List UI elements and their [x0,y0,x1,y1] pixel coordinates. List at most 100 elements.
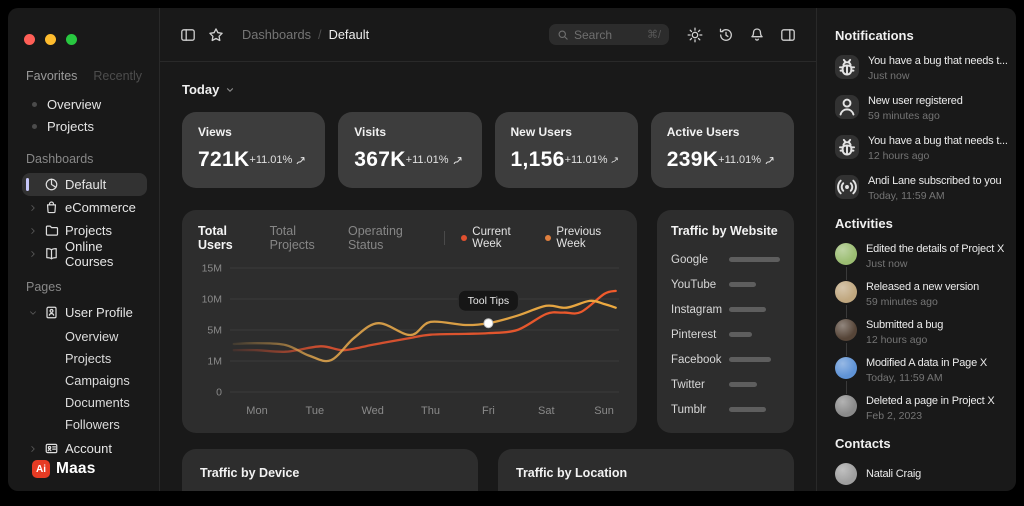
zoom-window-button[interactable] [66,34,77,45]
logo-badge: Ai [32,460,50,478]
minimize-window-button[interactable] [45,34,56,45]
search-input[interactable] [574,27,642,42]
card-title: Traffic by Website [671,224,778,238]
activity-item[interactable]: Submitted a bug 12 hours ago [835,319,1016,356]
activity-title: Edited the details of Project X [866,243,1005,255]
folder-icon [45,225,59,236]
tab-total-projects[interactable]: Total Projects [269,224,315,252]
tab-recently[interactable]: Recently [93,69,143,83]
activity-time: 59 minutes ago [866,296,938,308]
id-card-icon [46,306,57,319]
search-box[interactable]: ⌘/ [549,24,669,45]
svg-text:5M: 5M [207,325,222,337]
svg-text:Tool Tips: Tool Tips [468,295,509,307]
line-chart[interactable]: 0 1M 5M 10M 15M Mon Tue Wed Thu Fri Sat Sun Tool Tip… [198,252,621,429]
website-row-tumblr: Tumblr [671,397,780,422]
website-row-youtube: YouTube [671,272,780,297]
period-selector[interactable]: Today [182,82,235,97]
card-title: Traffic by Device [200,466,300,480]
notification-item[interactable]: New user registered 59 minutes ago [835,95,1016,122]
previous-week-dot [545,235,552,241]
activity-title: Deleted a page in Project X [866,395,995,407]
activity-item[interactable]: Modified A data in Page X Today, 11:59 AM [835,357,1016,394]
stat-card-active-users[interactable]: Active Users 239K +11.01% [650,112,794,188]
tab-favorites[interactable]: Favorites [26,69,78,83]
bug-icon [838,138,856,156]
avatar [835,463,857,485]
activity-item[interactable]: Released a new version 59 minutes ago [835,281,1016,318]
stat-delta: +11.01% [565,154,622,166]
card-title: Traffic by Location [516,466,628,480]
app-logo: Ai Maas [22,460,147,478]
chevron-right-icon [31,204,35,211]
history-icon[interactable] [718,27,734,43]
breadcrumb-separator: / [318,27,322,42]
contacts-list: Natali Craig [835,463,1016,485]
notification-item[interactable]: You have a bug that needs t... 12 hours a… [835,135,1016,162]
breadcrumb-page[interactable]: Default [328,27,370,42]
notification-time: 12 hours ago [868,150,930,162]
main-column: Dashboards / Default ⌘/ [160,8,816,491]
sidebar-subitem-followers[interactable]: Followers [65,416,120,432]
traffic-bar [729,307,767,312]
svg-text:Thu: Thu [421,405,440,417]
bullet-dot-icon [32,101,37,107]
svg-text:0: 0 [216,387,222,399]
sidebar-item-overview[interactable]: Overview [22,93,147,115]
sidebar-item-projects[interactable]: Projects [22,115,147,137]
stat-card-views[interactable]: Views 721K +11.01% [182,112,326,188]
stat-value: 367K [354,148,406,171]
activity-item[interactable]: Edited the details of Project X Just now [835,243,1016,280]
svg-text:Mon: Mon [246,405,267,417]
trend-up-icon [297,156,305,164]
sidebar-subitem-campaigns[interactable]: Campaigns [65,372,130,388]
sidebar-item-projects[interactable]: Projects [22,219,147,242]
stat-card-new-users[interactable]: New Users 1,156 +11.01% [494,112,638,188]
notification-item[interactable]: You have a bug that needs t... Just now [835,55,1016,82]
website-row-pinterest: Pinterest [671,322,780,347]
sidebar-item-account[interactable]: Account [22,437,147,460]
sidebar-item-ecommerce[interactable]: eCommerce [22,196,147,219]
search-icon [557,29,569,41]
traffic-bar [729,382,757,387]
activity-item[interactable]: Deleted a page in Project X Feb 2, 2023 [835,395,1016,422]
traffic-bar [729,332,752,337]
website-list: Google YouTube Instagram Pinterest Facebook T… [671,247,780,422]
chart-tooltip: Tool Tips [457,289,519,312]
stat-cards-row: Views 721K +11.01% Visits 367K +11.01% New Use… [182,112,794,188]
notification-title: Andi Lane subscribed to you [868,175,1002,187]
sidebar-subitem-overview[interactable]: Overview [65,328,119,344]
book-icon [46,248,57,260]
tab-operating-status[interactable]: Operating Status [347,224,403,252]
sidebar-item-default[interactable]: Default [22,173,147,196]
tab-total-users[interactable]: Total Users [198,224,233,252]
close-window-button[interactable] [24,34,35,45]
theme-toggle-sun-icon[interactable] [687,27,703,43]
traffic-bar [729,282,756,287]
traffic-bar [729,407,767,412]
notifications-list: You have a bug that needs t... Just now Ne… [835,55,1016,202]
top-bar: Dashboards / Default ⌘/ [160,8,816,62]
bullet-dot-icon [32,123,37,129]
star-icon[interactable] [208,27,224,43]
app-window: Favorites Recently Overview Projects Dash… [8,8,1016,491]
notifications-bell-icon[interactable] [749,27,765,43]
stat-delta: +11.01% [249,154,309,167]
toggle-right-sidebar-icon[interactable] [780,27,796,43]
stat-card-visits[interactable]: Visits 367K +11.01% [338,112,482,188]
toggle-left-sidebar-icon[interactable] [180,27,196,43]
contact-item[interactable]: Natali Craig [835,463,1016,485]
stat-label: Views [198,125,232,139]
notification-title: You have a bug that needs t... [868,55,1008,67]
sidebar-item-user-profile[interactable]: User Profile [22,301,147,324]
stat-value: 721K [198,148,250,171]
sidebar-item-online-courses[interactable]: Online Courses [22,239,147,269]
sidebar-subitem-projects[interactable]: Projects [65,350,112,366]
broadcast-icon [837,179,857,195]
breadcrumb-section[interactable]: Dashboards [242,27,312,42]
notifications-title: Notifications [835,28,914,43]
notification-item[interactable]: Andi Lane subscribed to you Today, 11:59 … [835,175,1016,202]
chart-header: Total Users Total Projects Operating Sta… [198,224,621,252]
sidebar-subitem-documents[interactable]: Documents [65,394,130,410]
activity-time: Just now [866,258,908,270]
